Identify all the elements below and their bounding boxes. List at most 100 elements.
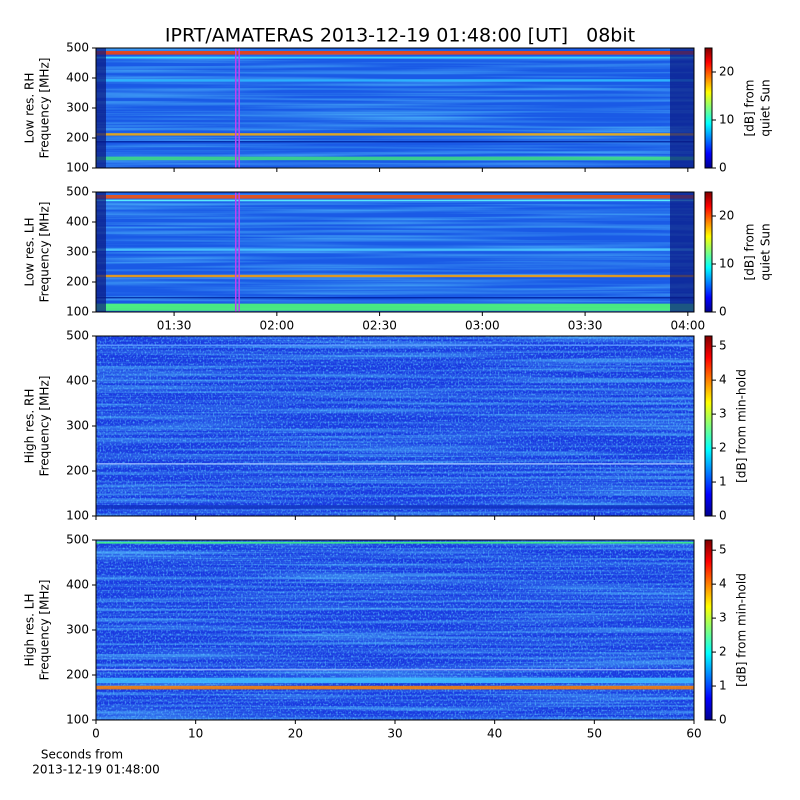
colorbar-label: [dB] from	[743, 224, 757, 281]
x-tick-label: 02:30	[362, 319, 397, 333]
spectral-band	[96, 463, 694, 465]
colorbar-tick-label: 3	[719, 407, 727, 421]
spectrogram-texture	[96, 540, 694, 720]
colorbar-label: [dB] from min-hold	[735, 369, 749, 483]
x-tick-label: 50	[587, 727, 602, 741]
y-axis-label: High res. RH	[23, 389, 37, 464]
x-tick-label: 30	[387, 727, 402, 741]
colorbar-tick-label: 1	[719, 475, 727, 489]
spectral-band	[96, 303, 694, 311]
spectral-band	[96, 685, 694, 690]
x-axis-label: 2013-12-19 01:48:00	[32, 763, 159, 777]
chart-title: IPRT/AMATERAS 2013-12-19 01:48:00 [UT] 0…	[165, 25, 635, 47]
colorbar-tick-label: 20	[719, 65, 734, 79]
colorbar-tick-label: 0	[719, 713, 727, 727]
x-tick-label: 02:00	[260, 319, 295, 333]
y-tick-label: 200	[66, 668, 89, 682]
colorbar	[704, 191, 713, 313]
y-axis-label: Frequency [MHz]	[38, 202, 52, 303]
spectrogram-texture	[96, 48, 694, 168]
x-tick-label: 40	[487, 727, 502, 741]
data-gap	[670, 48, 694, 168]
colorbar-tick-label: 4	[719, 577, 727, 591]
colorbar-tick-label: 2	[719, 441, 727, 455]
panel	[95, 47, 695, 169]
y-tick-label: 300	[66, 623, 89, 637]
colorbar-tick-label: 5	[719, 543, 727, 557]
colorbar	[704, 335, 713, 517]
y-axis-label: Low res. LH	[23, 217, 37, 286]
y-axis-label: Frequency [MHz]	[38, 58, 52, 159]
panel	[95, 539, 695, 721]
x-tick-label: 0	[92, 727, 100, 741]
colorbar-tick-label: 20	[719, 209, 734, 223]
x-tick-label: 10	[188, 727, 203, 741]
y-tick-label: 300	[66, 419, 89, 433]
spectral-band	[96, 505, 694, 509]
spectral-band	[96, 541, 694, 544]
spectral-band	[96, 51, 694, 55]
colorbar-tick-label: 0	[719, 161, 727, 175]
y-axis-label: Low res. RH	[23, 73, 37, 144]
y-tick-label: 500	[66, 329, 89, 343]
spectrogram-texture	[96, 336, 694, 516]
y-tick-label: 300	[66, 101, 89, 115]
spectral-band	[96, 133, 694, 136]
colorbar-tick-label: 10	[719, 113, 734, 127]
y-tick-label: 400	[66, 71, 89, 85]
x-tick-label: 04:00	[671, 319, 706, 333]
x-axis-label: Seconds from	[41, 748, 123, 762]
x-tick-label: 20	[288, 727, 303, 741]
spectral-band	[96, 195, 694, 199]
panel	[95, 335, 695, 517]
colorbar-label: quiet Sun	[759, 79, 773, 136]
colorbar-tick-label: 1	[719, 679, 727, 693]
y-tick-label: 200	[66, 275, 89, 289]
spectral-band	[96, 677, 694, 684]
x-tick-label: 01:30	[157, 319, 192, 333]
colorbar-label: quiet Sun	[759, 223, 773, 280]
y-tick-label: 300	[66, 245, 89, 259]
spectral-band	[96, 297, 694, 299]
spectral-band	[96, 79, 694, 82]
spectral-band	[96, 248, 694, 251]
x-tick-label: 03:00	[465, 319, 500, 333]
y-axis-label: Frequency [MHz]	[38, 580, 52, 681]
x-tick-label: 03:30	[568, 319, 603, 333]
y-tick-label: 500	[66, 185, 89, 199]
colorbar-label: [dB] from min-hold	[735, 573, 749, 687]
spectral-band	[96, 344, 694, 346]
colorbar	[704, 47, 713, 169]
spectral-band	[96, 141, 694, 143]
spectral-band	[96, 668, 694, 671]
y-tick-label: 500	[66, 41, 89, 55]
spectrogram-texture	[96, 192, 694, 312]
colorbar-tick-label: 10	[719, 257, 734, 271]
y-tick-label: 400	[66, 374, 89, 388]
colorbar-tick-label: 5	[719, 339, 727, 353]
y-tick-label: 200	[66, 464, 89, 478]
colorbar	[704, 539, 713, 721]
colorbar-tick-label: 2	[719, 645, 727, 659]
spectral-band	[96, 156, 694, 161]
y-tick-label: 400	[66, 215, 89, 229]
y-tick-label: 100	[66, 161, 89, 175]
colorbar-tick-label: 4	[719, 373, 727, 387]
y-axis-label: Frequency [MHz]	[38, 376, 52, 477]
y-tick-label: 500	[66, 533, 89, 547]
y-tick-label: 100	[66, 713, 89, 727]
y-tick-label: 200	[66, 131, 89, 145]
y-axis-label: High res. LH	[23, 593, 37, 666]
colorbar-label: [dB] from	[743, 80, 757, 137]
spectral-band	[96, 56, 694, 59]
colorbar-tick-label: 3	[719, 611, 727, 625]
y-tick-label: 400	[66, 578, 89, 592]
data-gap	[96, 192, 106, 312]
spectral-band	[96, 199, 694, 202]
spectral-band	[96, 274, 694, 278]
data-gap	[670, 192, 694, 312]
colorbar-tick-label: 0	[719, 509, 727, 523]
x-tick-label: 60	[686, 727, 701, 741]
panel	[95, 191, 695, 313]
